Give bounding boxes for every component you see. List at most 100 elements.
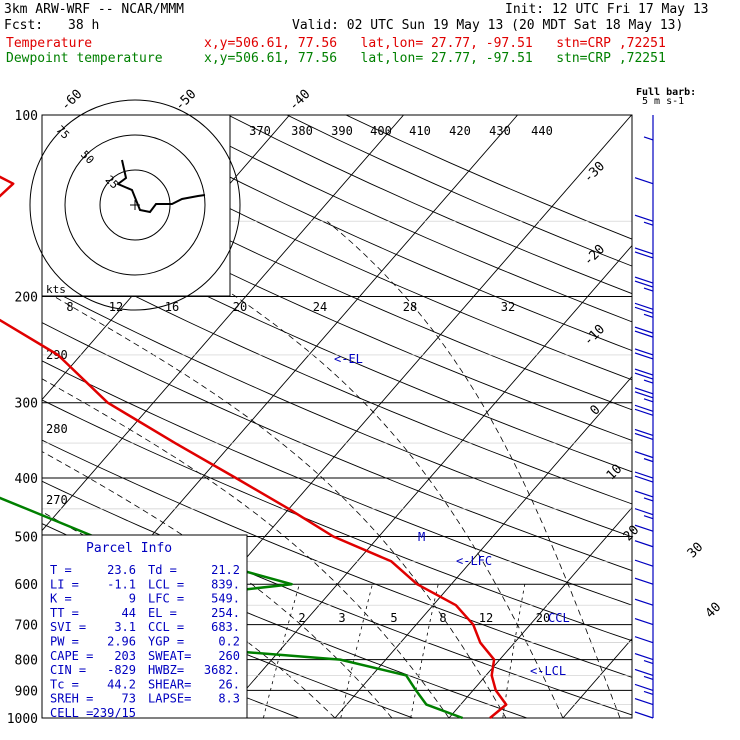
wind-barb-full [634, 652, 654, 661]
mixing-ratio-mid-label: 28 [403, 300, 417, 314]
parcel-annotation: <-LCL [530, 664, 566, 678]
parcel-row-value-2: 26. [218, 677, 240, 691]
wind-barb-full [634, 668, 654, 677]
parcel-row-value-1: 203 [114, 649, 136, 663]
parcel-row-label-1: CIN = [50, 663, 86, 677]
moist-adiabat [42, 289, 507, 718]
parcel-row-value-1: 239/15 [93, 706, 136, 720]
isotherm-right-label: 10 [604, 462, 626, 484]
wind-barb [634, 711, 654, 719]
wind-barb-full [634, 577, 654, 585]
parcel-row-label-1: CELL = [50, 706, 93, 720]
parcel-row-label-2: Td = [148, 563, 177, 577]
wind-barb-half [643, 458, 654, 463]
barb-legend-line1: Full barb: [636, 87, 696, 98]
isotherm-top-label: -60 [58, 87, 85, 114]
theta-top-label: 420 [449, 124, 471, 138]
theta-top-label: 390 [331, 124, 353, 138]
mixing-ratio-line [502, 584, 526, 718]
parcel-row-value-1: 3.1 [114, 620, 136, 634]
wind-barb-full [634, 524, 654, 532]
wind-barb-full [634, 475, 654, 483]
wind-barb-half [643, 221, 654, 226]
isotherm-line [42, 115, 404, 532]
parcel-row-value-1: -829 [107, 663, 136, 677]
parcel-row-value-2: 549. [211, 592, 240, 606]
plot-frame [41, 114, 633, 719]
parcel-row-value-2: 254. [211, 606, 240, 620]
parcel-row-value-2: 0.2 [218, 635, 240, 649]
temperature-line [0, 175, 508, 719]
dewpoint-legend-info: x,y=506.61, 77.56 lat,lon= 27.77, -97.51… [204, 51, 666, 66]
parcel-row-label-1: Tc = [50, 677, 79, 691]
pressure-tick-label: 300 [15, 397, 38, 412]
wind-barb-full [634, 251, 654, 259]
wind-barb [634, 683, 654, 695]
pressure-tick-label: 400 [15, 472, 38, 487]
wind-barb [634, 276, 654, 292]
wind-barb [634, 540, 654, 548]
moist-adiabat [115, 220, 564, 718]
wind-barb-half [643, 398, 654, 403]
parcel-row-label-1: K = [50, 592, 72, 606]
wind-barb [643, 136, 654, 141]
wind-barb-full [634, 471, 654, 479]
parcel-annotation: CCL [548, 611, 570, 625]
parcel-row-value-2: 21.2 [211, 563, 240, 577]
isotherm-top-label: -50 [172, 87, 199, 114]
wind-barb-full [634, 214, 654, 222]
mixing-ratio-mid-label: 16 [165, 300, 179, 314]
hodograph-ring [64, 134, 206, 276]
chart-series [0, 175, 508, 720]
wind-barb [634, 524, 654, 532]
pressure-tick-label: 900 [15, 684, 38, 699]
wind-barb-half [643, 136, 654, 141]
wind-barb-full [634, 326, 654, 334]
wind-barb-full [634, 636, 654, 644]
mixing-ratio-mid-label: 20 [233, 300, 247, 314]
pressure-tick-label: 600 [15, 578, 38, 593]
mixing-ratio-low-label: 20 [536, 611, 550, 625]
mixing-ratio-low-label: 8 [439, 611, 446, 625]
pressure-tick-label: 500 [15, 530, 38, 545]
wind-barb-full [634, 432, 654, 441]
isotherm-line [677, 115, 740, 718]
valid-time: Valid: 02 UTC Sun 19 May 13 (20 MDT Sat … [292, 18, 684, 33]
mixing-ratio-low-label: 12 [479, 611, 493, 625]
wind-barb-half [643, 497, 654, 502]
wind-barb-full [634, 177, 654, 185]
wind-barb [634, 618, 654, 626]
wind-barb-full [634, 302, 654, 310]
wind-barb-full [634, 618, 654, 626]
wind-barb-full [634, 508, 654, 516]
parcel-row-value-1: 23.6 [107, 563, 136, 577]
wind-barb-half [643, 675, 654, 681]
parcel-annotation: <-LFC [456, 554, 492, 568]
parcel-annotation: <-EL [334, 352, 363, 366]
parcel-row-label-2: EL = [148, 606, 177, 620]
wind-barb-full [634, 372, 654, 380]
init-time: Init: 12 UTC Fri 17 May 13 [505, 2, 709, 17]
theta-left-label: 270 [46, 493, 68, 507]
dry-adiabat [168, 115, 632, 323]
dewpoint-line [0, 496, 464, 720]
wind-barb-full [634, 408, 654, 416]
parcel-row-label-2: SWEAT= [148, 649, 191, 663]
isotherm-right-label: -30 [581, 159, 608, 186]
wind-barb-full [634, 598, 654, 606]
wind-barb-full [634, 559, 654, 567]
wind-barb [634, 598, 654, 606]
wind-barb-full [634, 330, 654, 338]
wind-barb [634, 451, 654, 463]
wind-barb-full [634, 683, 654, 691]
pressure-tick-label: 800 [15, 654, 38, 669]
wind-barb [634, 326, 654, 338]
wind-barb [634, 404, 654, 416]
hodograph-units-label: kts [46, 283, 66, 296]
parcel-row-label-1: SVI = [50, 620, 86, 634]
parcel-row-value-1: 2.96 [107, 635, 136, 649]
pressure-tick-label: 200 [15, 291, 38, 306]
mixing-ratio-low-label: 3 [338, 611, 345, 625]
wind-barb [634, 368, 654, 384]
